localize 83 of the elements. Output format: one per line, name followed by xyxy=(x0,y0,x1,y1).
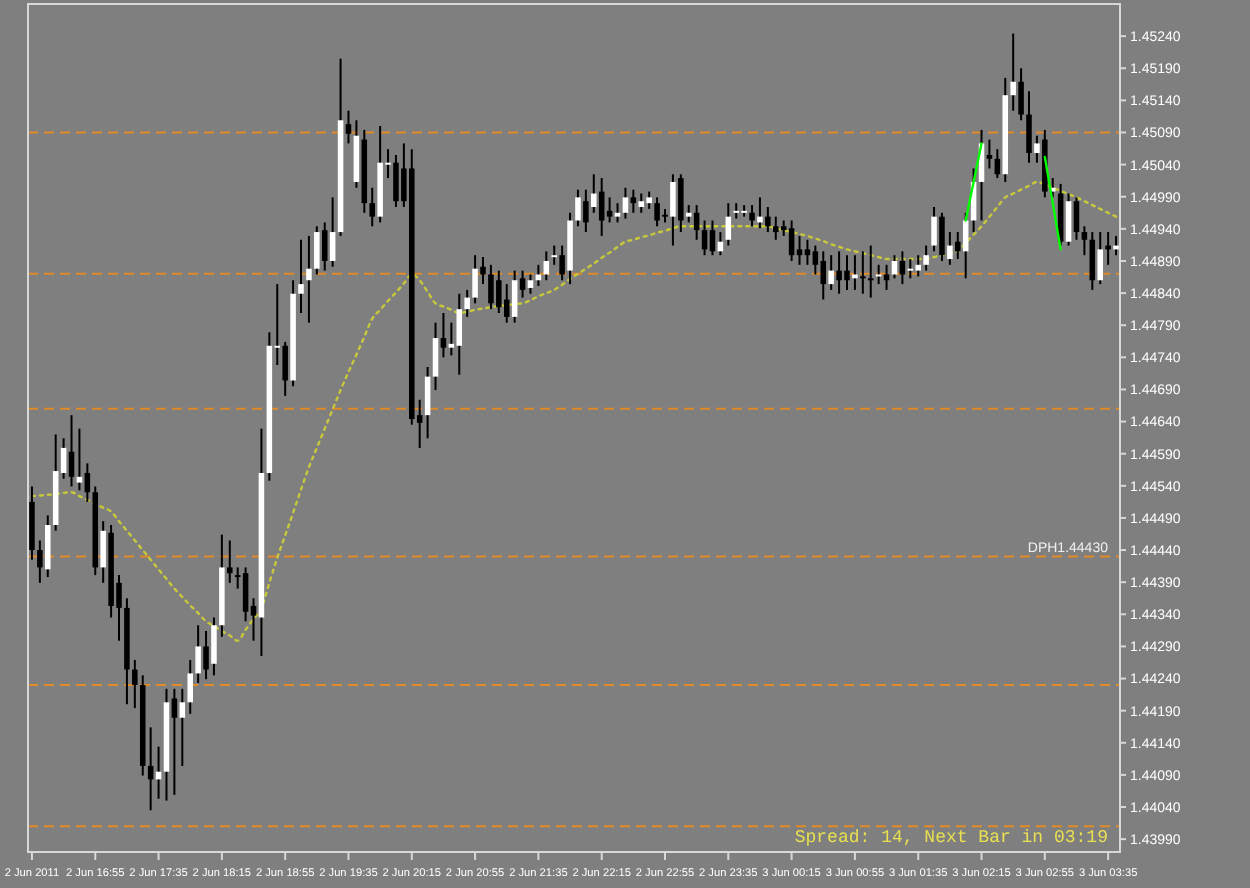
candlestick xyxy=(242,566,249,623)
candlestick xyxy=(844,254,850,291)
candlestick xyxy=(852,254,858,291)
candlestick xyxy=(765,206,771,234)
candlestick xyxy=(45,514,51,579)
candlestick xyxy=(464,288,470,318)
candlestick xyxy=(171,687,178,796)
candlestick xyxy=(678,173,684,234)
candlestick xyxy=(709,219,716,257)
candlestick xyxy=(488,263,494,311)
candlestick xyxy=(804,238,811,266)
candlestick xyxy=(132,658,138,710)
candlestick xyxy=(456,292,463,376)
candlestick xyxy=(68,414,75,488)
candlestick xyxy=(179,687,186,767)
annotation: Spread: 14, Next Bar in 03:19 xyxy=(794,828,1108,848)
candlestick xyxy=(630,188,637,214)
candlestick xyxy=(654,196,660,228)
candlestick xyxy=(527,273,534,295)
candlestick xyxy=(757,196,763,230)
candlestick xyxy=(187,658,193,715)
candlestick xyxy=(195,624,201,685)
candlestick xyxy=(670,173,676,247)
candlestick xyxy=(211,616,217,677)
candlestick xyxy=(321,221,328,272)
candlestick xyxy=(1010,32,1016,112)
candlestick xyxy=(622,186,629,220)
candlestick xyxy=(282,340,288,397)
candlestick xyxy=(907,258,914,280)
candlestick xyxy=(788,219,795,262)
candlestick xyxy=(986,138,993,170)
candlestick xyxy=(432,321,439,392)
candlestick xyxy=(883,263,890,291)
candlestick xyxy=(1073,196,1080,241)
candlestick xyxy=(1097,231,1103,286)
candlestick xyxy=(369,186,375,228)
candlestick xyxy=(511,269,518,324)
candlestick xyxy=(440,312,447,359)
candlestick xyxy=(227,539,233,584)
candlestick xyxy=(559,244,565,282)
candlestick xyxy=(345,109,352,145)
candlestick xyxy=(828,254,834,291)
candlestick xyxy=(583,188,589,234)
candlestick xyxy=(298,238,304,315)
candlestick xyxy=(37,539,43,584)
candlestick xyxy=(519,269,526,299)
candlestick xyxy=(812,244,819,276)
candlestick xyxy=(749,204,755,228)
candlestick xyxy=(733,202,739,220)
candlestick xyxy=(503,283,510,324)
candlestick xyxy=(306,234,312,324)
candlestick xyxy=(614,202,621,224)
candlestick xyxy=(314,225,320,276)
candlestick xyxy=(1018,67,1024,122)
candlestick xyxy=(472,254,478,305)
candlestick xyxy=(931,206,937,253)
candlestick xyxy=(875,263,882,286)
candlestick xyxy=(496,269,502,315)
candlestick xyxy=(329,196,336,268)
candlestick xyxy=(773,215,779,241)
candlestick xyxy=(796,234,803,266)
candlestick xyxy=(203,630,209,681)
candlestick xyxy=(393,153,399,209)
candlestick xyxy=(575,188,581,228)
candlestick xyxy=(535,263,542,288)
candlestick xyxy=(725,202,732,247)
candlestick xyxy=(606,196,613,224)
candlestick xyxy=(551,244,557,266)
candlestick xyxy=(860,250,866,295)
candlestick xyxy=(923,244,929,272)
candlestick xyxy=(915,254,921,278)
candlestick xyxy=(867,244,874,299)
candlestick xyxy=(820,250,827,301)
candlestick xyxy=(1081,225,1088,257)
candlestick xyxy=(836,250,842,295)
candlestick xyxy=(480,256,486,286)
candlestick xyxy=(939,211,945,262)
candlestick xyxy=(1026,90,1032,164)
candlestick xyxy=(1065,192,1072,247)
candlestick xyxy=(955,231,961,261)
candlestick xyxy=(638,192,645,214)
candlestick xyxy=(76,427,83,492)
candlestick xyxy=(591,173,597,214)
